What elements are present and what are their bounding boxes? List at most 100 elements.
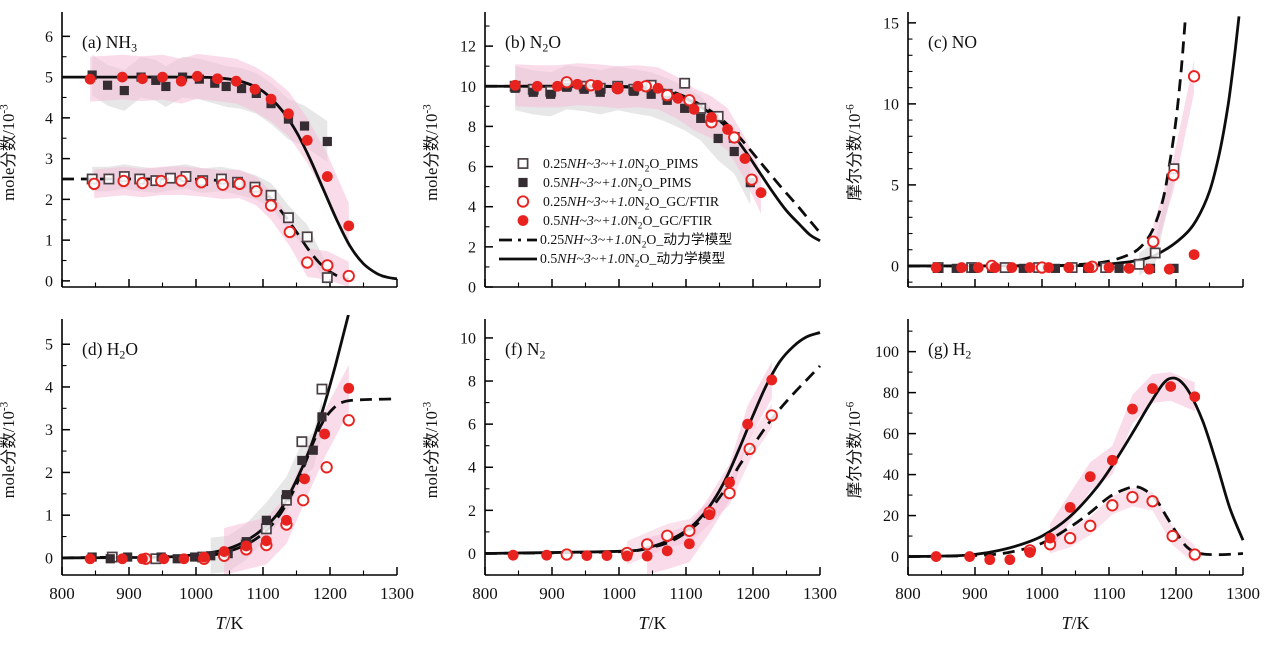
series-markers-gc50 — [930, 249, 1200, 275]
y-tick-label: 0 — [45, 273, 53, 290]
y-tick-label: 8 — [468, 374, 476, 391]
y-tick-label: 0 — [891, 258, 899, 275]
panel-d-chart: 0 1 2 3 4 5 800 900 1000 1100 1200 1300 (d) H2O mole分… — [0, 315, 414, 633]
x-tick-label: 900 — [116, 584, 142, 603]
y-tick-label: 10 — [460, 330, 476, 347]
y-tick-label: 80 — [883, 385, 899, 402]
series-markers-gc25 — [985, 70, 1201, 274]
legend: 0.25NH~3~+1.0N2O_PIMS0.5NH~3~+1.0N2O_PIM… — [499, 156, 732, 270]
panel-c-chart: 0 5 10 15 (c) NO 摩尔分数/10-6 — [846, 12, 1244, 288]
series-markers-gc25 — [88, 174, 355, 283]
y-tick-label: 0 — [45, 550, 53, 567]
data-markers — [930, 70, 1201, 275]
y-axis-label: 摩尔分数/10-6 — [846, 104, 864, 201]
band-gc50 — [515, 63, 761, 214]
x-tick-label: 900 — [539, 584, 565, 603]
y-tick-label: 12 — [460, 39, 476, 56]
panel-title: (d) H2O — [82, 339, 138, 362]
y-axis-label: mole分数/10-3 — [0, 104, 18, 201]
x-tick-label: 1000 — [179, 584, 213, 603]
series-markers-gc50 — [930, 381, 1201, 566]
band-gc50 — [1050, 372, 1195, 553]
series-markers-gc50 — [84, 382, 355, 565]
y-tick-label: 3 — [45, 151, 53, 168]
axes: 0 20 40 60 80 100 800 900 1000 1100 1200 1300 — [875, 319, 1260, 603]
y-axis-label: mole分数/10-3 — [423, 401, 441, 498]
y-tick-label: 2 — [45, 192, 53, 209]
figure-bottom-row: 0 1 2 3 4 5 800 900 1000 1100 1200 1300 (d) H2O mole分… — [0, 315, 1270, 650]
band-gc50 — [224, 364, 349, 575]
x-tick-label: 1000 — [1025, 584, 1059, 603]
series-line-model50 — [907, 16, 1241, 268]
series-markers-gc50 — [509, 78, 767, 199]
uncertainty-bands — [1050, 372, 1195, 564]
axes: 0 1 2 3 4 5 6 — [45, 12, 398, 290]
y-tick-label: 5 — [45, 70, 53, 87]
x-tick-label: 800 — [49, 584, 75, 603]
panel-g-chart: 0 20 40 60 80 100 800 900 1000 1100 1200 1300 (g) H2… — [846, 319, 1260, 633]
axes: 0 1 2 3 4 5 800 900 1000 1100 1200 1300 — [45, 319, 414, 603]
y-tick-label: 2 — [45, 465, 53, 482]
data-markers — [84, 70, 355, 284]
axes: 0 2 4 6 8 10 800 900 1000 1100 1200 1300 — [460, 319, 837, 603]
x-tick-label: 1200 — [1159, 584, 1193, 603]
uncertainty-bands — [210, 364, 349, 575]
series-line-model50 — [61, 75, 398, 281]
figure-top-row: 0 1 2 3 4 5 6 (a) NH3 mole分数/10-3 0 2 4 6 8 10 12 (b) N… — [0, 0, 1270, 315]
y-tick-label: 10 — [460, 79, 476, 96]
y-tick-label: 0 — [891, 549, 899, 566]
legend-item-label: 0.5NH~3~+1.0N2O_GC/FTIR — [543, 213, 713, 232]
panel-title: (a) NH3 — [82, 32, 137, 55]
band-gc25 — [1050, 487, 1195, 564]
data-markers — [84, 382, 355, 565]
y-tick-label: 15 — [883, 15, 899, 32]
data-markers — [930, 381, 1201, 566]
panel-f-chart: 0 2 4 6 8 10 800 900 1000 1100 1200 1300 (f) N2 mole分… — [423, 319, 837, 633]
y-tick-label: 2 — [468, 503, 476, 520]
panel-title: (b) N2O — [505, 32, 561, 55]
data-markers — [507, 374, 778, 562]
x-tick-label: 1000 — [602, 584, 636, 603]
y-tick-label: 5 — [891, 177, 899, 194]
legend-item-label: 0.25NH~3~+1.0N2O_动力学模型 — [540, 232, 732, 251]
y-tick-label: 6 — [45, 29, 53, 46]
y-tick-label: 10 — [883, 96, 899, 113]
x-tick-label: 1300 — [1226, 584, 1260, 603]
y-tick-label: 0 — [468, 280, 476, 297]
series-markers-gc50 — [507, 374, 778, 562]
y-tick-label: 40 — [883, 467, 899, 484]
model-lines — [907, 16, 1241, 268]
x-tick-label: 1100 — [1092, 584, 1125, 603]
y-tick-label: 2 — [468, 239, 476, 256]
y-tick-label: 8 — [468, 119, 476, 136]
legend-item-label: 0.25NH~3~+1.0N2O_GC/FTIR — [543, 194, 720, 213]
y-tick-label: 4 — [468, 460, 476, 477]
model-lines — [484, 84, 822, 243]
x-tick-label: 800 — [472, 584, 498, 603]
y-tick-label: 5 — [45, 337, 53, 354]
series-line-model50 — [907, 376, 1245, 558]
y-tick-label: 20 — [883, 508, 899, 525]
y-axis-label: 摩尔分数/10-6 — [846, 401, 864, 498]
y-tick-label: 4 — [45, 110, 53, 127]
y-tick-label: 1 — [45, 233, 53, 250]
band-gc25 — [1153, 60, 1195, 258]
y-tick-label: 100 — [875, 344, 899, 361]
x-tick-label: 1100 — [246, 584, 279, 603]
y-tick-label: 3 — [45, 422, 53, 439]
y-tick-label: 4 — [468, 199, 476, 216]
panel-title: (f) N2 — [505, 339, 546, 362]
y-tick-label: 6 — [468, 159, 476, 176]
y-tick-label: 1 — [45, 508, 53, 525]
x-tick-label: 1300 — [803, 584, 837, 603]
axes: 0 2 4 6 8 10 12 — [460, 12, 821, 297]
y-axis-label: mole分数/10-3 — [0, 401, 18, 498]
panel-a-chart: 0 1 2 3 4 5 6 (a) NH3 mole分数/10-3 — [0, 12, 398, 290]
panel-b-chart: 0 2 4 6 8 10 12 (b) N2O mole分数/10-3 0.25NH~3~+1.0… — [423, 12, 822, 297]
band-gc50 — [647, 361, 772, 575]
x-tick-label: 1100 — [669, 584, 702, 603]
x-tick-label: 1300 — [380, 584, 414, 603]
x-axis-label: T/K — [215, 613, 243, 633]
x-tick-label: 1200 — [736, 584, 770, 603]
